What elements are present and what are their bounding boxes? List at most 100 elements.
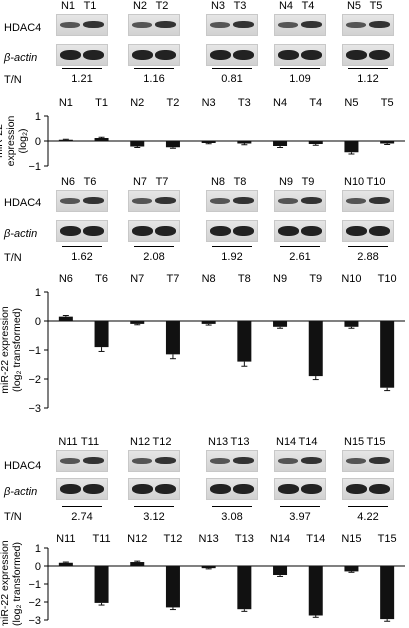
ratio-label: T/N [4,74,22,86]
bar [344,321,359,327]
category-label: T2 [167,97,180,109]
hdac4-band [301,21,322,28]
category-label: T14 [306,533,325,545]
hdac4-band [132,458,152,464]
hdac4-band [301,197,322,204]
lane-label: T12 [152,436,172,448]
category-label: T11 [92,533,110,545]
ratio-underline [62,506,102,507]
hdac4-band [233,21,254,28]
category-label: T1 [95,97,108,109]
hdac4-blot [342,450,394,472]
bar [165,321,180,355]
lane-label: N11 [58,436,78,448]
beta-actin-band [278,226,299,236]
category-label: N8 [202,273,216,285]
hdac4-band [132,22,152,28]
hdac4-blot [128,14,180,36]
beta-actin-blot [274,478,326,500]
hdac4-band [301,457,322,464]
hdac4-band [155,457,176,464]
lane-label: N8 [210,176,226,188]
beta-actin-band [301,484,322,494]
lane-label: N13 [208,436,229,448]
hdac4-band [155,21,176,28]
y-tick-label: −2 [28,597,41,609]
y-axis-label: miR-22expression(log₂) [0,115,29,166]
beta-actin-band [346,50,367,60]
lane-label: N6 [60,176,76,188]
beta-actin-band [83,50,104,60]
hdac4-band [83,457,104,464]
bar [380,321,395,388]
ratio-value: 1.92 [221,251,243,263]
ratio-value: 2.61 [289,251,311,263]
lane-label: T10 [366,176,386,188]
lane-label: N7 [132,176,148,188]
ratio-underline [134,246,174,247]
bar [58,562,73,566]
beta-actin-blot [128,220,180,242]
y-tick-label: −1 [28,161,41,173]
ratio-value: 1.12 [357,73,379,85]
y-axis-label-line: expression [5,115,17,166]
bar [308,321,323,377]
bar [94,566,109,603]
bar [130,562,145,566]
beta-actin-band [278,50,299,60]
beta-actin-band [210,484,231,494]
ratio-value: 3.12 [143,511,165,523]
category-label: N12 [127,533,147,545]
hdac4-band [233,197,254,204]
bar [165,566,180,608]
beta-actin-band [233,50,254,60]
ratio-label: T/N [4,252,22,264]
ratio-underline [348,246,388,247]
y-tick-label: −1 [28,579,41,591]
hdac4-blot [206,190,258,212]
beta-actin-label: β-actin [4,228,38,240]
ratio-value: 2.74 [71,511,93,523]
hdac4-band [346,198,366,204]
lane-label: N14 [276,436,297,448]
category-label: T3 [238,97,251,109]
lane-label: T7 [155,176,169,188]
beta-actin-band [132,50,153,60]
category-label: N2 [130,97,144,109]
beta-actin-band [233,226,254,236]
mir22-bar-chart-3: −3 −2 −1 0 1 miR-22 expression(log₂ transform… [0,533,405,626]
y-tick-label: 0 [35,316,41,328]
hdac4-band [346,458,366,464]
category-label: N3 [202,97,216,109]
hdac4-label: HDAC4 [4,460,42,472]
ratio-value: 0.81 [221,73,243,85]
lane-label: T9 [301,176,315,188]
bar [201,566,216,569]
category-label: T7 [167,273,180,285]
ratio-underline [134,68,174,69]
hdac4-band [346,22,366,28]
y-tick-label: 1 [35,543,41,555]
bar [308,566,323,616]
category-label: N9 [273,273,287,285]
beta-actin-band [369,50,390,60]
ratio-value: 1.16 [143,73,165,85]
hdac4-blot [274,450,326,472]
bar [237,141,252,144]
ratio-value: 1.09 [289,73,311,85]
bar [165,141,180,148]
beta-actin-band [278,484,299,494]
hdac4-label: HDAC4 [4,197,42,209]
lane-label: N2 [132,0,148,12]
bar [344,566,359,572]
category-label: T4 [309,97,322,109]
lane-label: T14 [298,436,318,448]
bar [273,141,288,146]
category-label: T12 [163,533,182,545]
beta-actin-blot [56,478,108,500]
ratio-underline [280,68,320,69]
beta-actin-band [346,226,367,236]
beta-actin-blot [342,44,394,66]
hdac4-band [210,198,230,204]
hdac4-band [83,197,104,204]
